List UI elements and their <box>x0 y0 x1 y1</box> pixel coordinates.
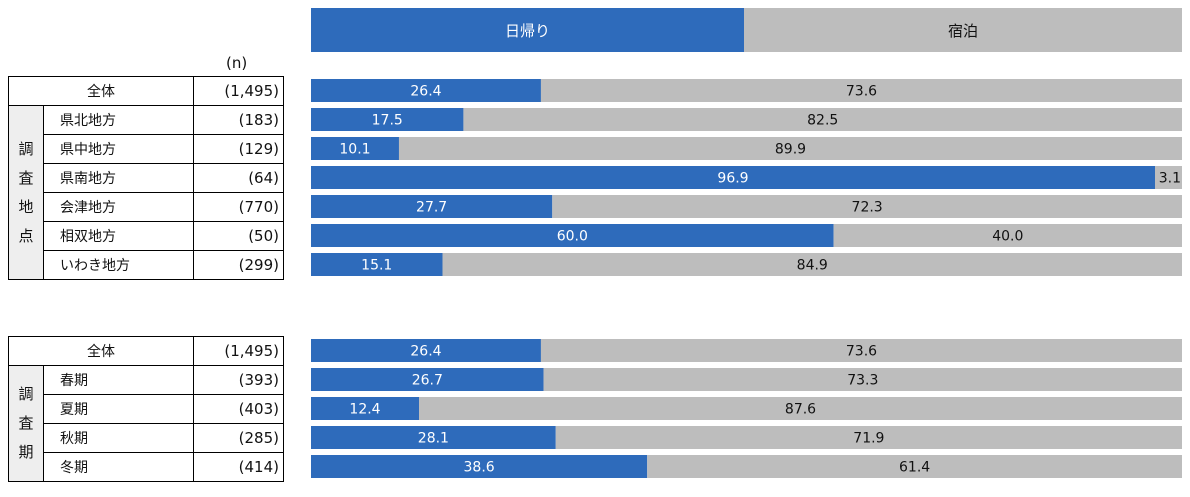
data-label-daytrip: 28.1 <box>418 431 449 447</box>
row-label: いわき地方 <box>43 250 194 280</box>
bar-daytrip <box>311 426 556 449</box>
bar-daytrip <box>311 224 834 247</box>
data-label-overnight: 72.3 <box>852 200 883 216</box>
row-label: 県中地方 <box>43 134 194 164</box>
data-label-overnight: 40.0 <box>992 229 1023 245</box>
bar-daytrip <box>311 397 420 420</box>
bar-daytrip <box>311 166 1155 189</box>
n-value: (299) <box>193 250 284 280</box>
n-value: (393) <box>193 365 284 395</box>
data-label-daytrip: 26.4 <box>410 84 441 100</box>
row-label: 相双地方 <box>43 221 194 251</box>
bar-overnight <box>540 79 1182 102</box>
bar-daytrip <box>311 137 399 160</box>
bar-daytrip <box>311 253 443 276</box>
table-row: 県中地方 (129) <box>9 134 284 164</box>
n-value: (129) <box>193 134 284 164</box>
data-label-overnight: 73.6 <box>846 344 877 360</box>
n-value: (285) <box>193 423 284 453</box>
bar-overnight <box>1154 166 1182 189</box>
n-column-header: (n) <box>226 54 248 72</box>
table-row: 冬期 (414) <box>9 452 284 482</box>
table-row: 全体 (1,495) <box>8 76 284 106</box>
season-table: 全体 (1,495) 調 査 期 春期 (393) 夏期 (403) 秋期 (2… <box>8 336 284 482</box>
data-label-daytrip: 96.9 <box>717 171 748 187</box>
table-row: 全体 (1,495) <box>8 336 284 366</box>
table-row: 会津地方 (770) <box>9 192 284 222</box>
bar-overnight <box>419 397 1182 420</box>
legend-daytrip: 日帰り <box>311 8 744 52</box>
bar-daytrip <box>311 455 648 478</box>
bar-daytrip <box>311 195 553 218</box>
data-label-overnight: 3.1 <box>1159 171 1181 187</box>
bar-daytrip <box>311 339 541 362</box>
n-value: (403) <box>193 394 284 424</box>
data-label-overnight: 84.9 <box>797 258 828 274</box>
n-value: (183) <box>193 105 284 135</box>
table-row: 夏期 (403) <box>9 394 284 424</box>
data-label-daytrip: 17.5 <box>372 113 403 129</box>
data-label-daytrip: 38.6 <box>464 460 495 476</box>
data-label-daytrip: 26.4 <box>410 344 441 360</box>
table-row: 県南地方 (64) <box>9 163 284 193</box>
data-label-daytrip: 60.0 <box>557 229 588 245</box>
data-label-overnight: 89.9 <box>775 142 806 158</box>
data-label-daytrip: 10.1 <box>339 142 370 158</box>
data-label-daytrip: 26.7 <box>412 373 443 389</box>
data-label-overnight: 82.5 <box>807 113 838 129</box>
table-row: 秋期 (285) <box>9 423 284 453</box>
n-value: (414) <box>193 452 284 482</box>
bar-overnight <box>552 195 1182 218</box>
bar-overnight <box>442 253 1182 276</box>
data-label-overnight: 73.3 <box>847 373 878 389</box>
data-label-overnight: 71.9 <box>853 431 884 447</box>
bar-overnight <box>833 224 1182 247</box>
group-label-season: 調 査 期 <box>8 365 44 482</box>
legend-overnight: 宿泊 <box>744 8 1182 52</box>
n-value: (64) <box>193 163 284 193</box>
n-value: (1,495) <box>193 76 284 106</box>
data-label-daytrip: 27.7 <box>416 200 447 216</box>
bar-overnight <box>543 368 1182 391</box>
row-label: 全体 <box>8 76 194 106</box>
data-label-overnight: 73.6 <box>846 84 877 100</box>
bar-overnight <box>540 339 1182 362</box>
bar-overnight <box>463 108 1182 131</box>
n-value: (770) <box>193 192 284 222</box>
row-label: 会津地方 <box>43 192 194 222</box>
table-row: いわき地方 (299) <box>9 250 284 280</box>
bar-daytrip <box>311 368 544 391</box>
data-label-overnight: 87.6 <box>785 402 816 418</box>
region-table: 全体 (1,495) 調 査 地 点 県北地方 (183) 県中地方 (129)… <box>8 76 284 280</box>
bar-overnight <box>398 137 1182 160</box>
bar-daytrip <box>311 79 541 102</box>
bar-overnight <box>647 455 1182 478</box>
data-label-daytrip: 15.1 <box>361 258 392 274</box>
row-label: 冬期 <box>43 452 194 482</box>
table-row: 調 査 期 春期 (393) <box>8 365 284 482</box>
bar-daytrip <box>311 108 464 131</box>
row-label: 県南地方 <box>43 163 194 193</box>
data-label-overnight: 61.4 <box>899 460 930 476</box>
group-label-region: 調 査 地 点 <box>8 105 44 280</box>
bar-overnight <box>555 426 1182 449</box>
data-label-daytrip: 12.4 <box>349 402 380 418</box>
